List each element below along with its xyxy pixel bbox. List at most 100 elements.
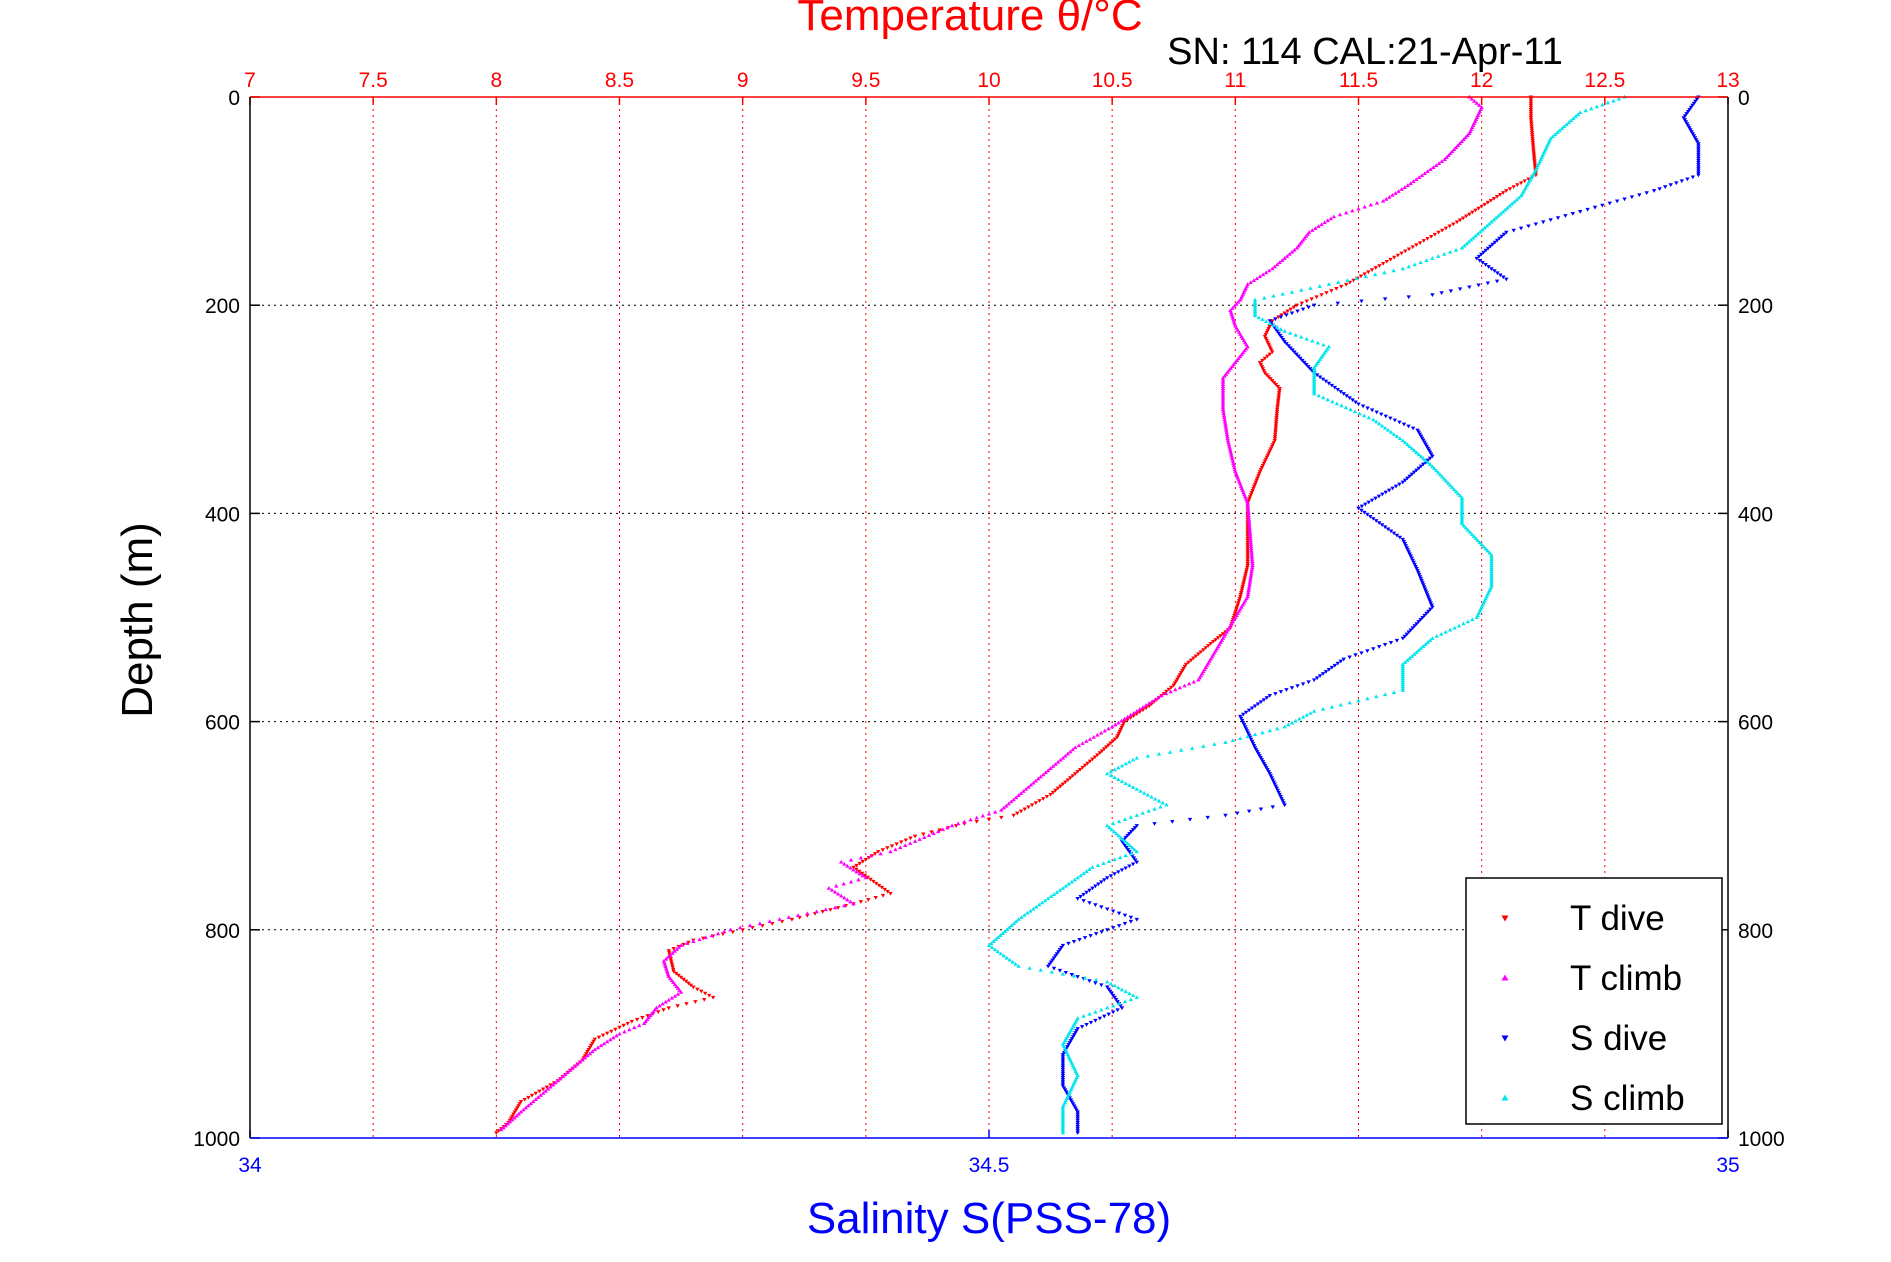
data-point-s-dive [1294, 352, 1299, 357]
data-point-t-climb [1245, 592, 1251, 597]
data-point-s-dive [1426, 597, 1432, 602]
data-point-t-dive [1464, 214, 1469, 219]
data-point-s-climb [1600, 102, 1605, 107]
data-point-t-climb [805, 911, 810, 916]
data-point-s-dive [1075, 1127, 1080, 1131]
data-point-t-climb [1368, 202, 1374, 207]
data-point-s-dive [1107, 989, 1113, 994]
data-point-t-dive [1473, 208, 1478, 213]
data-point-s-dive [1119, 868, 1125, 873]
data-point-s-climb [1414, 450, 1419, 455]
data-point-t-climb [563, 1072, 568, 1077]
data-point-s-dive [1075, 1129, 1080, 1133]
data-point-t-dive [1242, 574, 1248, 579]
data-point-t-climb [1220, 394, 1226, 399]
data-point-t-climb [1050, 764, 1056, 768]
data-point-t-dive [1260, 358, 1265, 363]
data-point-s-dive [1687, 107, 1692, 112]
data-point-t-dive [879, 885, 885, 890]
data-point-t-dive [1244, 568, 1249, 572]
data-point-s-climb [1101, 861, 1106, 865]
temperature-tick-label: 11.5 [1339, 69, 1378, 92]
data-point-t-dive [494, 1131, 499, 1135]
data-point-t-dive [1186, 660, 1191, 665]
data-point-t-dive [1257, 470, 1263, 474]
data-point-t-dive [1243, 572, 1248, 576]
data-point-s-dive [1359, 651, 1364, 656]
data-point-s-dive [1690, 132, 1695, 137]
data-point-s-dive [1289, 311, 1295, 316]
data-point-t-dive [1114, 735, 1120, 740]
data-point-s-climb [1040, 900, 1045, 905]
temperature-tick-label: 10.5 [1092, 69, 1133, 92]
data-point-t-dive [1273, 432, 1278, 437]
data-point-s-dive [1427, 599, 1433, 604]
data-point-s-climb [1002, 929, 1008, 933]
data-point-s-climb [1075, 875, 1080, 880]
data-point-s-climb [1134, 995, 1139, 1000]
data-point-s-dive [1696, 152, 1701, 157]
data-point-s-dive [1060, 1065, 1066, 1070]
data-point-t-dive [1245, 555, 1250, 560]
data-point-t-dive [1137, 710, 1143, 715]
data-point-s-dive [1270, 778, 1275, 783]
data-point-s-dive [1066, 941, 1071, 946]
data-point-t-dive [666, 1006, 671, 1011]
data-point-s-dive [1374, 410, 1379, 415]
data-point-t-dive [1309, 297, 1314, 302]
temperature-tick-label: 9.5 [851, 69, 880, 92]
data-point-t-climb [1220, 398, 1226, 403]
data-point-s-dive [1110, 909, 1116, 914]
data-point-t-dive [885, 889, 890, 894]
data-point-t-climb [1223, 425, 1229, 430]
data-point-t-climb [1045, 768, 1051, 773]
data-point-s-dive [1691, 101, 1697, 106]
data-point-s-climb [1578, 110, 1583, 115]
data-point-s-dive [1426, 595, 1431, 600]
data-point-t-dive [1264, 338, 1269, 343]
data-point-t-dive [1314, 295, 1319, 300]
data-point-s-dive [1683, 120, 1689, 125]
data-point-s-dive [1418, 464, 1424, 469]
data-point-s-climb [1287, 330, 1293, 335]
data-point-s-dive [1314, 373, 1320, 378]
data-point-s-dive [1359, 504, 1365, 509]
data-point-t-dive [1414, 243, 1419, 248]
data-point-s-dive [1069, 1037, 1075, 1041]
data-point-t-climb [1405, 183, 1410, 188]
data-point-t-dive [1531, 155, 1537, 160]
data-point-t-dive [1269, 348, 1274, 353]
data-point-s-dive [1419, 579, 1424, 583]
data-point-s-climb [1407, 656, 1412, 660]
data-point-t-dive [1245, 547, 1250, 551]
legend-box [1465, 877, 1723, 1125]
data-point-t-dive [587, 1045, 593, 1050]
data-point-s-dive [1402, 634, 1408, 639]
data-point-t-dive [1447, 224, 1452, 229]
data-point-t-dive [1253, 480, 1259, 485]
data-point-t-climb [1310, 228, 1315, 232]
data-point-t-dive [508, 1116, 514, 1121]
data-point-t-dive [1262, 334, 1268, 339]
data-point-t-dive [681, 942, 686, 947]
data-point-t-climb [665, 954, 671, 959]
data-point-t-climb [1036, 776, 1041, 781]
data-point-t-climb [560, 1074, 566, 1079]
data-point-s-climb [1594, 104, 1600, 109]
data-point-t-dive [1270, 350, 1275, 355]
data-point-s-climb [1425, 460, 1431, 465]
data-point-t-dive [1140, 708, 1146, 713]
data-point-t-climb [1226, 442, 1232, 447]
data-point-s-climb [1391, 432, 1397, 436]
data-point-s-dive [1685, 110, 1691, 114]
data-point-s-dive [1368, 514, 1373, 519]
data-point-s-climb [1453, 247, 1459, 252]
data-point-s-dive [1242, 725, 1248, 730]
data-point-s-climb [1267, 728, 1273, 733]
data-point-t-dive [629, 1019, 635, 1024]
data-point-s-dive [1448, 289, 1454, 294]
data-point-t-dive [1171, 683, 1176, 688]
data-point-s-dive [1290, 348, 1295, 353]
data-point-s-dive [1668, 183, 1673, 188]
